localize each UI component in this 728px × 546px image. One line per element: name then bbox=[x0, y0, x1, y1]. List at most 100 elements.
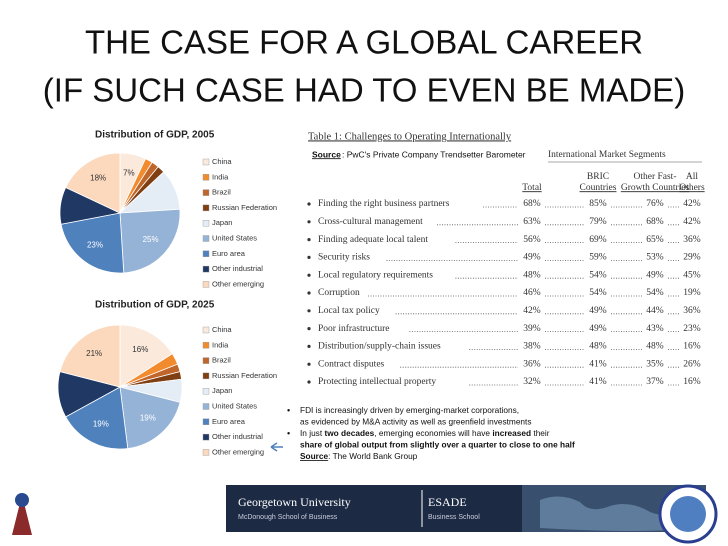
logo-left bbox=[12, 495, 32, 535]
cell: 32% bbox=[523, 377, 541, 387]
cell: 36% bbox=[683, 306, 701, 316]
bullet bbox=[307, 255, 311, 259]
logo-left-circle bbox=[15, 493, 29, 507]
legend-swatch bbox=[202, 250, 210, 258]
bullet-text: In just two decades, emerging economies … bbox=[300, 428, 550, 438]
column-header: Other Fast- bbox=[633, 172, 676, 182]
legend-label: Euro area bbox=[212, 417, 246, 426]
footer-text: Georgetown University bbox=[238, 495, 351, 509]
legend-swatch bbox=[202, 235, 210, 242]
legend-swatch bbox=[202, 281, 210, 288]
cell: 42% bbox=[683, 199, 701, 209]
pie-slice bbox=[65, 386, 129, 450]
row-label: Protecting intellectual property bbox=[318, 377, 436, 387]
cell: 23% bbox=[683, 324, 701, 334]
cell: 68% bbox=[646, 217, 664, 227]
legend-label: China bbox=[212, 157, 232, 166]
row-label: Finding adequate local talent bbox=[318, 235, 428, 245]
source-text: : PwC's Private Company Trendsetter Baro… bbox=[342, 149, 526, 159]
bullet bbox=[307, 380, 311, 384]
cell: 54% bbox=[589, 270, 607, 280]
row-label: Distribution/supply-chain issues bbox=[318, 342, 441, 352]
slice-label: 16% bbox=[132, 345, 148, 354]
chart-title: Distribution of GDP, 2025 bbox=[95, 300, 215, 311]
legend-swatch bbox=[202, 372, 210, 380]
text-run: In just bbox=[300, 428, 324, 438]
cell: 16% bbox=[683, 342, 701, 352]
legend-label: Russian Federation bbox=[212, 203, 277, 212]
column-header: Growth Countries bbox=[621, 183, 690, 193]
bullet bbox=[307, 291, 311, 295]
legend-swatch bbox=[202, 357, 210, 364]
footer-text: ESADE bbox=[428, 495, 467, 509]
footer-banner bbox=[226, 485, 522, 532]
legend-label: Euro area bbox=[212, 249, 246, 258]
pie-slice bbox=[119, 324, 173, 388]
bullet-text: as evidenced by M&A activity as well as … bbox=[300, 417, 532, 427]
map-land bbox=[540, 496, 690, 531]
cell: 48% bbox=[646, 342, 664, 352]
slice-label: 25% bbox=[143, 235, 159, 244]
cell: 26% bbox=[683, 359, 701, 369]
pie-slice bbox=[59, 324, 121, 388]
legend-label: India bbox=[212, 172, 229, 181]
legend-label: Japan bbox=[212, 386, 232, 395]
cell: 43% bbox=[646, 324, 664, 334]
text-run: increased bbox=[492, 428, 531, 438]
row-label: Finding the right business partners bbox=[318, 199, 450, 209]
bullet bbox=[307, 327, 311, 331]
row-label: Security risks bbox=[318, 253, 370, 263]
row-label: Poor infrastructure bbox=[318, 323, 390, 334]
bullet-text: share of global output from slightly ove… bbox=[300, 440, 575, 450]
cell: 85% bbox=[589, 199, 607, 209]
legend-swatch bbox=[202, 403, 210, 410]
bullet bbox=[307, 220, 311, 224]
row-label: Local regulatory requirements bbox=[318, 270, 433, 280]
cell: 49% bbox=[589, 306, 607, 316]
cell: 76% bbox=[646, 199, 664, 209]
cell: 49% bbox=[523, 253, 541, 263]
bullet-text: FDI is increasingly driven by emerging-m… bbox=[300, 405, 519, 415]
row-label: Local tax policy bbox=[318, 306, 380, 316]
legend-swatch bbox=[202, 326, 210, 334]
group-header: International Market Segments bbox=[548, 150, 666, 160]
column-header: BRIC bbox=[587, 172, 609, 182]
legend-label: Other emerging bbox=[212, 447, 264, 456]
source-text: : The World Bank Group bbox=[328, 451, 418, 461]
bullet-source: Source: The World Bank Group bbox=[300, 451, 418, 461]
source-label: Source bbox=[300, 451, 329, 461]
cell: 36% bbox=[523, 359, 541, 369]
bullet bbox=[307, 273, 311, 277]
cell: 19% bbox=[683, 288, 701, 298]
legend-swatch bbox=[202, 449, 210, 456]
bullet bbox=[307, 202, 311, 206]
slice-label: 21% bbox=[86, 349, 102, 358]
chart-title: Distribution of GDP, 2005 bbox=[95, 130, 215, 141]
legend-swatch bbox=[202, 204, 210, 212]
cell: 46% bbox=[523, 288, 541, 298]
column-header: Total bbox=[522, 183, 542, 193]
legend-swatch bbox=[202, 265, 210, 273]
legend-swatch bbox=[202, 158, 210, 166]
bullet bbox=[307, 362, 311, 366]
cell: 29% bbox=[683, 253, 701, 263]
cell: 36% bbox=[683, 235, 701, 245]
row-label: Cross-cultural management bbox=[318, 217, 423, 227]
legend-label: Russian Federation bbox=[212, 371, 277, 380]
pie-slice bbox=[65, 152, 121, 214]
column-header: Others bbox=[679, 183, 705, 193]
slide-title: (IF SUCH CASE HAD TO EVEN BE MADE) bbox=[43, 72, 685, 109]
legend-label: Brazil bbox=[212, 188, 231, 197]
legend-swatch bbox=[202, 418, 210, 425]
legend-swatch bbox=[202, 219, 210, 227]
footer-text: McDonough School of Business bbox=[238, 514, 338, 521]
text-run: their bbox=[531, 428, 550, 438]
legend-label: Other emerging bbox=[212, 279, 264, 288]
slice-label: 19% bbox=[93, 420, 109, 429]
logo-globe bbox=[670, 496, 706, 532]
cell: 42% bbox=[683, 217, 701, 227]
cell: 45% bbox=[683, 270, 701, 280]
cell: 16% bbox=[683, 377, 701, 387]
text-run: share of global output from slightly ove… bbox=[300, 440, 575, 450]
